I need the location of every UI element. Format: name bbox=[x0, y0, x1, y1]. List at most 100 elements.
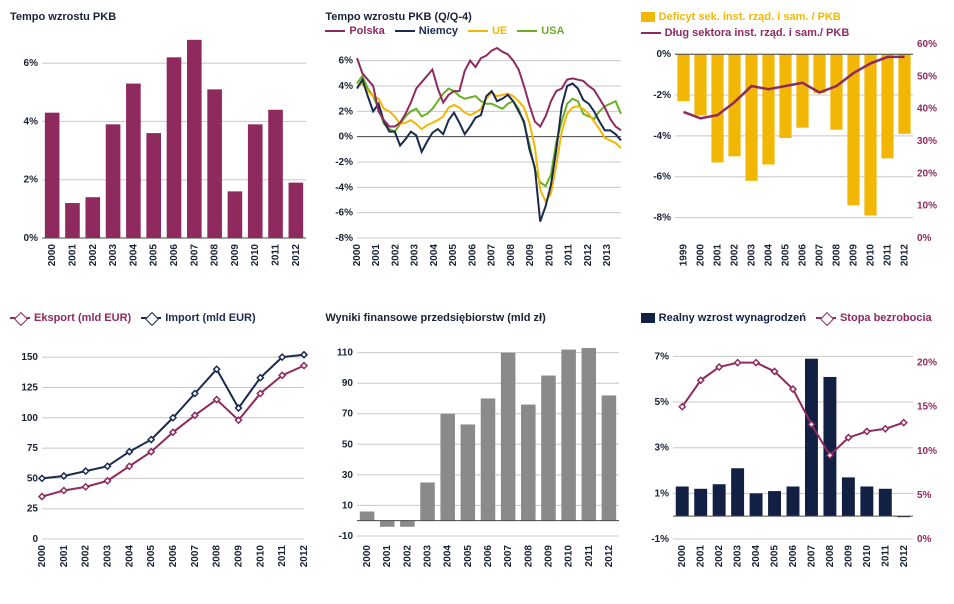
svg-text:-2%: -2% bbox=[653, 90, 671, 101]
svg-text:1%: 1% bbox=[654, 488, 669, 499]
svg-text:50: 50 bbox=[342, 439, 354, 450]
svg-text:-4%: -4% bbox=[653, 131, 671, 142]
svg-text:4%: 4% bbox=[24, 116, 39, 127]
chart2-plot: -8%-6%-4%-2%0%2%4%6%20002001200220032004… bbox=[325, 44, 625, 288]
svg-text:150: 150 bbox=[21, 352, 38, 363]
svg-text:2005: 2005 bbox=[449, 244, 460, 267]
svg-text:-2%: -2% bbox=[336, 157, 354, 168]
chart4-plot: 0255075100125150200020012002200320042005… bbox=[10, 341, 310, 589]
svg-text:2003: 2003 bbox=[423, 545, 434, 568]
chart4-legend: Eksport (mld EUR)Import (mld EUR) bbox=[10, 311, 313, 325]
svg-text:0%: 0% bbox=[339, 132, 354, 143]
svg-text:2005: 2005 bbox=[780, 244, 791, 267]
svg-text:4%: 4% bbox=[339, 81, 354, 92]
svg-text:2007: 2007 bbox=[503, 545, 514, 568]
svg-text:2006: 2006 bbox=[788, 545, 799, 568]
svg-text:2011: 2011 bbox=[584, 545, 595, 567]
svg-text:2009: 2009 bbox=[843, 545, 854, 568]
chart3-plot: -8%-6%-4%-2%0%0%10%20%30%40%50%60%199920… bbox=[641, 40, 951, 288]
svg-text:2010: 2010 bbox=[255, 545, 266, 568]
chart3-legend: Deficyt sek. inst. rząd. i sam. / PKB Dłu… bbox=[641, 10, 944, 40]
legend-item: UE bbox=[468, 24, 507, 38]
chart2-title: Tempo wzrostu PKB (Q/Q-4) bbox=[325, 10, 628, 24]
svg-text:2011: 2011 bbox=[880, 545, 891, 567]
svg-text:2003: 2003 bbox=[410, 244, 421, 267]
chart-deficit-debt: Deficyt sek. inst. rząd. i sam. / PKB Dłu… bbox=[641, 10, 944, 293]
svg-text:2001: 2001 bbox=[695, 545, 706, 568]
svg-text:2010: 2010 bbox=[545, 244, 556, 267]
svg-text:2006: 2006 bbox=[483, 545, 494, 568]
legend-item: Dług sektora inst. rząd. i sam./ PKB bbox=[641, 26, 850, 40]
svg-text:-6%: -6% bbox=[653, 172, 671, 183]
svg-text:2012: 2012 bbox=[583, 244, 594, 267]
svg-text:2008: 2008 bbox=[831, 244, 842, 267]
svg-text:2001: 2001 bbox=[712, 244, 723, 267]
svg-text:2007: 2007 bbox=[189, 244, 200, 267]
svg-text:2009: 2009 bbox=[848, 244, 859, 267]
svg-text:5%: 5% bbox=[917, 490, 932, 501]
svg-text:2013: 2013 bbox=[602, 244, 613, 267]
svg-text:2003: 2003 bbox=[108, 244, 119, 267]
svg-text:20%: 20% bbox=[917, 358, 937, 369]
svg-text:90: 90 bbox=[342, 378, 354, 389]
svg-text:25: 25 bbox=[27, 504, 39, 515]
svg-text:2002: 2002 bbox=[391, 244, 402, 267]
svg-text:2005: 2005 bbox=[146, 545, 157, 568]
svg-text:0%: 0% bbox=[917, 534, 932, 545]
svg-text:2008: 2008 bbox=[212, 545, 223, 568]
svg-text:2%: 2% bbox=[24, 175, 39, 186]
svg-text:2009: 2009 bbox=[544, 545, 555, 568]
svg-text:3%: 3% bbox=[654, 443, 669, 454]
svg-text:2006: 2006 bbox=[168, 545, 179, 568]
svg-text:2011: 2011 bbox=[882, 244, 893, 266]
svg-text:10%: 10% bbox=[917, 201, 937, 212]
svg-text:2004: 2004 bbox=[443, 545, 454, 568]
svg-text:50%: 50% bbox=[917, 71, 937, 82]
svg-text:2007: 2007 bbox=[814, 244, 825, 267]
svg-text:2005: 2005 bbox=[769, 545, 780, 568]
chart-gdp-growth: Tempo wzrostu PKB 0%2%4%6%20002001200220… bbox=[10, 10, 313, 293]
svg-text:2007: 2007 bbox=[487, 244, 498, 267]
chart6-legend: Realny wzrost wynagrodzeń Stopa bezroboci… bbox=[641, 311, 944, 325]
svg-text:7%: 7% bbox=[654, 351, 669, 362]
legend-item: Niemcy bbox=[395, 24, 458, 38]
svg-text:2012: 2012 bbox=[899, 244, 910, 267]
chart5-plot: -101030507090110200020012002200320042005… bbox=[325, 341, 625, 589]
chart-trade: Eksport (mld EUR)Import (mld EUR) 025507… bbox=[10, 311, 313, 594]
svg-text:0%: 0% bbox=[24, 233, 39, 244]
svg-text:2003: 2003 bbox=[746, 244, 757, 267]
chart5-title: Wyniki finansowe przedsiębiorstw (mld zł… bbox=[325, 311, 585, 325]
legend-item: Polska bbox=[325, 24, 384, 38]
svg-text:2001: 2001 bbox=[67, 244, 78, 267]
svg-text:0%: 0% bbox=[656, 49, 671, 60]
svg-text:75: 75 bbox=[27, 443, 39, 454]
svg-text:-8%: -8% bbox=[653, 213, 671, 224]
svg-text:100: 100 bbox=[21, 413, 38, 424]
chart-grid: Tempo wzrostu PKB 0% 2% 4% 6% 2000 2001 2002 20… bbox=[10, 10, 944, 594]
svg-text:0: 0 bbox=[32, 534, 38, 545]
svg-text:2001: 2001 bbox=[383, 545, 394, 568]
svg-text:-6%: -6% bbox=[336, 208, 354, 219]
chart2-legend: PolskaNiemcyUEUSA bbox=[325, 24, 628, 38]
svg-text:2001: 2001 bbox=[372, 244, 383, 267]
svg-text:2012: 2012 bbox=[299, 545, 310, 568]
chart1-title: Tempo wzrostu PKB bbox=[10, 10, 313, 24]
svg-text:2007: 2007 bbox=[806, 545, 817, 568]
svg-text:10: 10 bbox=[342, 500, 354, 511]
svg-text:10%: 10% bbox=[917, 446, 937, 457]
svg-text:2005: 2005 bbox=[463, 545, 474, 568]
legend-item: Deficyt sek. inst. rząd. i sam. / PKB bbox=[641, 10, 841, 24]
svg-text:2001: 2001 bbox=[59, 545, 70, 568]
chart-corp-results: Wyniki finansowe przedsiębiorstw (mld zł… bbox=[325, 311, 628, 594]
chart-wages-unemp: Realny wzrost wynagrodzeń Stopa bezroboci… bbox=[641, 311, 944, 594]
svg-text:2011: 2011 bbox=[564, 244, 575, 266]
svg-text:2000: 2000 bbox=[362, 545, 373, 568]
chart6-plot: -1%1%3%5%7%0%5%10%15%20%2000200120022003… bbox=[641, 341, 951, 589]
svg-text:6%: 6% bbox=[339, 56, 354, 67]
legend-item: Stopa bezrobocia bbox=[816, 311, 932, 325]
legend-item: Realny wzrost wynagrodzeń bbox=[641, 311, 806, 325]
svg-text:30: 30 bbox=[342, 470, 354, 481]
svg-text:2004: 2004 bbox=[128, 244, 139, 267]
svg-text:2010: 2010 bbox=[564, 545, 575, 568]
chart1-plot: 0%2%4%6%20002001200220032004200520062007… bbox=[10, 28, 310, 288]
